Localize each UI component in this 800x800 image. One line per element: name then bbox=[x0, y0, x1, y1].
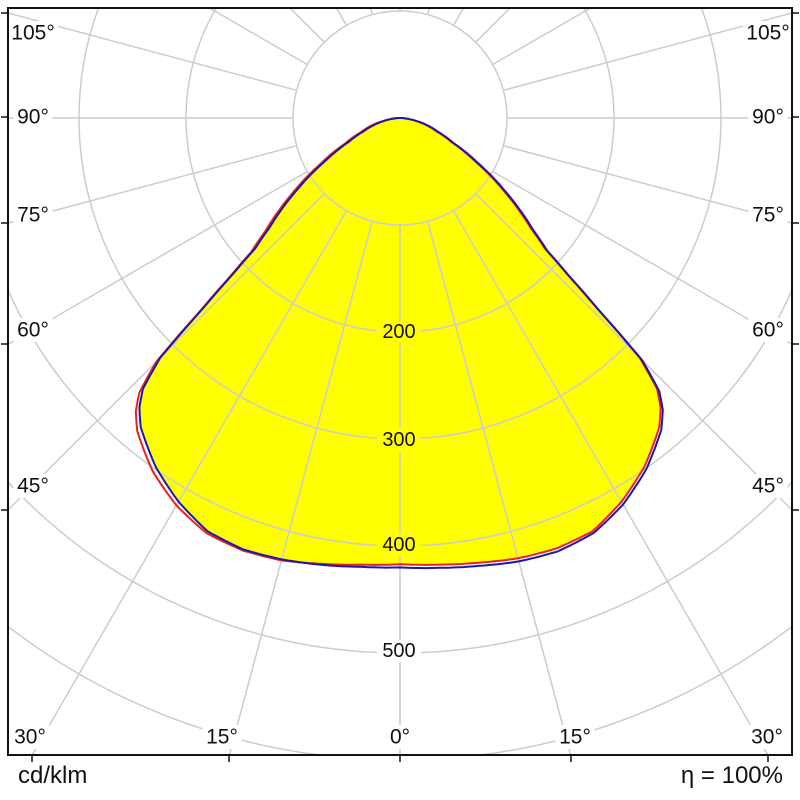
radial-tick-labels: 200 300 400 500 bbox=[377, 321, 421, 662]
radial-tick-label: 200 bbox=[382, 321, 415, 343]
radial-label-backdrop bbox=[377, 429, 421, 451]
frame-ticks bbox=[1, 12, 799, 762]
angle-tick-label: 105° bbox=[746, 22, 789, 45]
angle-label-backdrop bbox=[748, 203, 788, 227]
angle-tick-label: 15° bbox=[559, 726, 591, 749]
intensity-curve-c0-c180 bbox=[138, 117, 664, 570]
radial-tick-label: 400 bbox=[382, 534, 415, 556]
angle-tick-label: 75° bbox=[17, 204, 49, 227]
angle-label-backdrop bbox=[13, 318, 53, 342]
angle-tick-label: 45° bbox=[752, 475, 784, 498]
grid-radial-line bbox=[452, 210, 769, 755]
grid-radial-line bbox=[8, 12, 297, 92]
grid-radial-line bbox=[492, 170, 792, 346]
angle-tick-label: 30° bbox=[14, 726, 46, 749]
grid-radial-line bbox=[475, 193, 792, 512]
grid-radial-line bbox=[228, 221, 374, 755]
angle-label-backdrop bbox=[555, 725, 595, 749]
angle-tick-labels: 105° 90° 75° 60° 45° 105° 90° 75° 60° 45° 30° 15° 0°… bbox=[8, 21, 793, 749]
angle-label-backdrop bbox=[386, 725, 414, 749]
angle-tick-label: 60° bbox=[752, 319, 784, 342]
angle-label-backdrop bbox=[748, 318, 788, 342]
units-label: cd/klm bbox=[18, 762, 88, 789]
angle-label-backdrop bbox=[13, 105, 53, 129]
radial-tick-label: 300 bbox=[382, 429, 415, 451]
angle-label-backdrop bbox=[13, 203, 53, 227]
angle-tick-label: 30° bbox=[751, 726, 783, 749]
angle-label-backdrop bbox=[747, 725, 787, 749]
angle-tick-label: 0° bbox=[390, 726, 410, 749]
angle-tick-label: 90° bbox=[17, 106, 49, 129]
grid-radial-line bbox=[8, 193, 325, 512]
grid-radial-line bbox=[31, 210, 348, 755]
grid-radial-line bbox=[503, 144, 792, 224]
radial-label-backdrop bbox=[377, 534, 421, 556]
angle-label-backdrop bbox=[13, 474, 53, 498]
radial-label-backdrop bbox=[377, 640, 421, 662]
grid-radial-line bbox=[8, 170, 308, 346]
angle-label-backdrop bbox=[8, 21, 58, 45]
angle-label-backdrop bbox=[748, 105, 788, 129]
grid-radial-line bbox=[426, 221, 572, 755]
angle-label-backdrop bbox=[743, 21, 793, 45]
efficiency-label: η = 100% bbox=[680, 762, 783, 789]
angle-tick-label: 15° bbox=[206, 726, 238, 749]
angle-label-backdrop bbox=[10, 725, 50, 749]
grid-radial-line bbox=[503, 12, 792, 92]
grid-radial-line bbox=[8, 144, 297, 224]
angle-tick-label: 105° bbox=[11, 22, 54, 45]
radial-label-backdrop bbox=[377, 321, 421, 343]
angle-label-backdrop bbox=[748, 474, 788, 498]
angle-tick-label: 60° bbox=[17, 319, 49, 342]
radial-tick-label: 500 bbox=[382, 640, 415, 662]
angle-tick-label: 45° bbox=[17, 475, 49, 498]
angle-label-backdrop bbox=[202, 725, 242, 749]
angle-tick-label: 75° bbox=[752, 204, 784, 227]
angle-tick-label: 90° bbox=[752, 106, 784, 129]
